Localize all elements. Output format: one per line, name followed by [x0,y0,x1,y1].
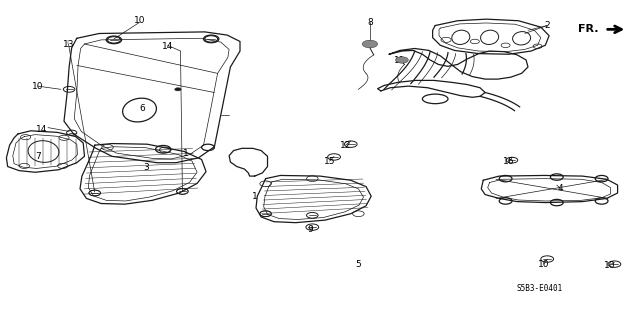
Text: 3: 3 [143,163,148,172]
Circle shape [175,88,181,91]
Text: 8: 8 [367,18,372,27]
Text: 2: 2 [545,21,550,30]
Text: 10: 10 [134,16,145,25]
Text: 13: 13 [63,40,74,49]
Text: 7: 7 [36,152,41,161]
Text: 9: 9 [308,225,313,234]
Text: 14: 14 [162,42,173,51]
Text: 10: 10 [604,261,615,270]
Text: FR.: FR. [578,24,598,34]
Text: 10: 10 [32,82,44,91]
Circle shape [362,40,378,48]
Text: 11: 11 [394,56,406,65]
Text: 16: 16 [503,157,515,166]
Circle shape [396,57,408,63]
Text: 5: 5 [356,260,361,269]
Text: 14: 14 [36,125,47,134]
Text: 4: 4 [558,184,563,193]
Text: S5B3-E0401: S5B3-E0401 [516,284,563,293]
Text: 1: 1 [252,192,257,201]
Text: 12: 12 [340,141,351,150]
Text: 15: 15 [324,157,335,166]
Text: 10: 10 [538,260,550,269]
Text: 6: 6 [140,104,145,113]
Text: 1: 1 [183,149,188,158]
